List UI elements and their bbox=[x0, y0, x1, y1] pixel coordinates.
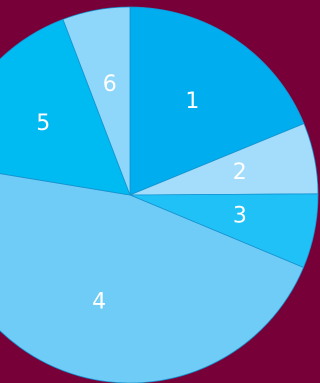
pie-slice-5 bbox=[0, 18, 131, 196]
pie-slice-label-3: 3 bbox=[233, 204, 247, 229]
pie-slice-label-4: 4 bbox=[92, 290, 106, 315]
pie-labels: 1 2 3 4 5 6 bbox=[36, 72, 247, 315]
pie-slice-1 bbox=[129, 6, 305, 196]
pie-slice-label-6: 6 bbox=[103, 72, 117, 97]
pie-slices bbox=[0, 6, 319, 383]
pie-slice-6 bbox=[62, 6, 131, 196]
pie-slice-label-5: 5 bbox=[36, 111, 50, 136]
pie-slice-label-2: 2 bbox=[233, 160, 247, 185]
pie-slice-4 bbox=[0, 173, 304, 383]
pie-slice-label-1: 1 bbox=[185, 89, 199, 114]
